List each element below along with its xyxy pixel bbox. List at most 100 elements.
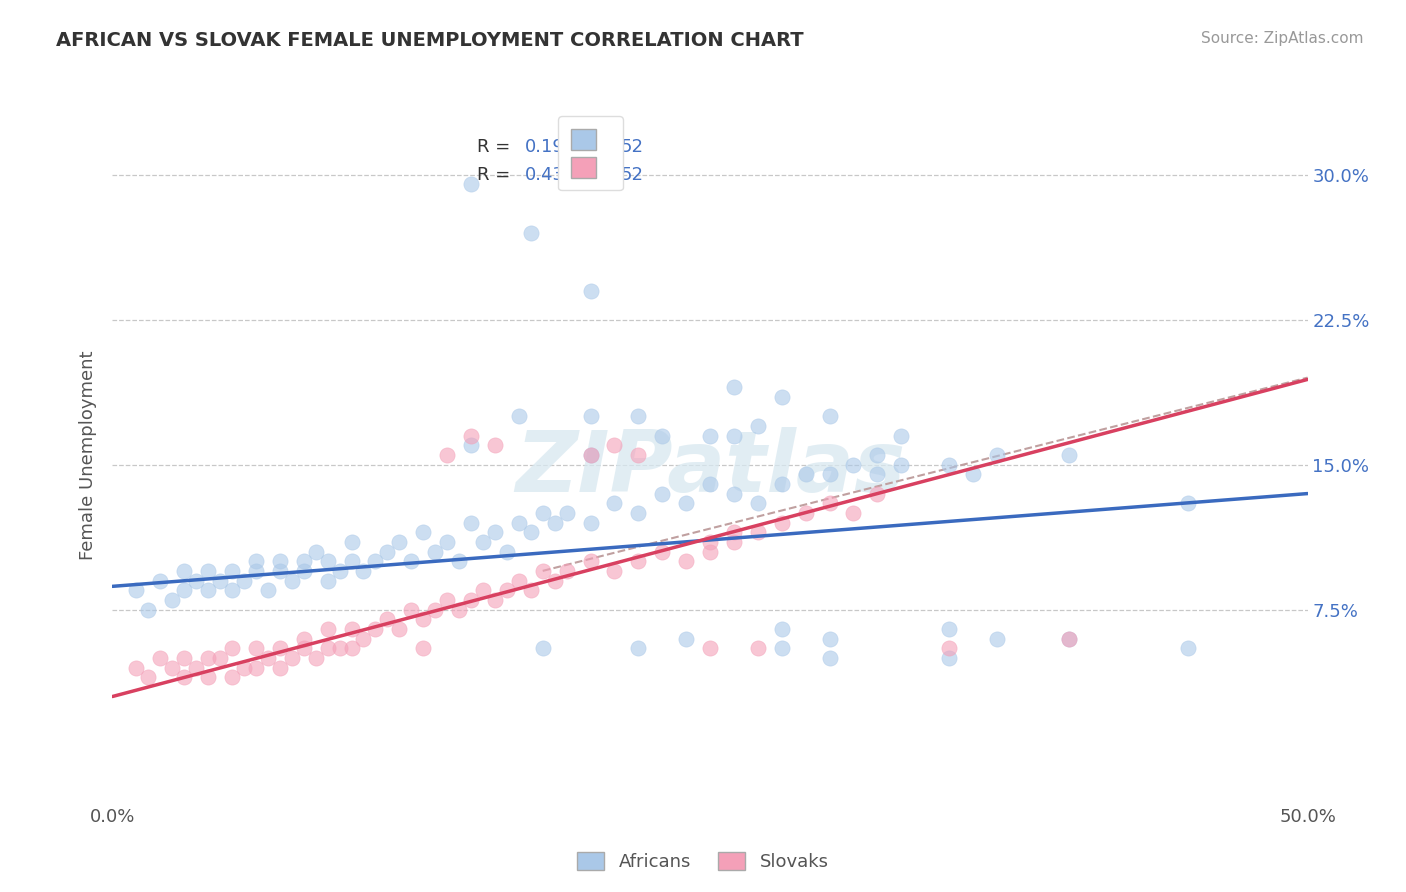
Point (401, 602, 423, 616)
Point (269, 564, 291, 578)
Point (520, 583, 543, 598)
Point (447, 554, 470, 568)
Point (818, 651, 841, 665)
Point (747, 496, 769, 510)
Point (699, 544, 721, 558)
Point (651, 428, 673, 442)
Point (603, 438, 626, 452)
Point (484, 525, 506, 540)
Text: Source: ZipAtlas.com: Source: ZipAtlas.com (1201, 31, 1364, 46)
Point (460, 438, 482, 452)
Point (555, 506, 578, 520)
Point (245, 564, 267, 578)
Point (292, 632, 315, 646)
Point (675, 554, 697, 568)
Point (292, 564, 315, 578)
Point (818, 632, 841, 646)
Text: ZIPatlas: ZIPatlas (515, 427, 905, 510)
Point (208, 574, 231, 588)
Point (543, 516, 565, 530)
Point (603, 564, 626, 578)
Text: N =: N = (585, 138, 624, 156)
Point (627, 554, 650, 568)
Point (377, 612, 399, 626)
Point (770, 516, 793, 530)
Point (986, 448, 1008, 462)
Point (173, 651, 195, 665)
Y-axis label: Female Unemployment: Female Unemployment (79, 351, 97, 559)
Point (149, 651, 172, 665)
Point (747, 641, 769, 656)
Point (579, 516, 602, 530)
Point (1057, 632, 1080, 646)
Point (138, 670, 160, 684)
Point (579, 448, 602, 462)
Point (938, 622, 960, 636)
Point (352, 632, 374, 646)
Point (603, 496, 626, 510)
Point (1177, 641, 1199, 656)
Point (938, 641, 960, 656)
Point (388, 535, 411, 549)
Point (866, 486, 889, 500)
Legend: , : , (558, 116, 623, 190)
Point (508, 574, 530, 588)
Point (531, 564, 554, 578)
Point (125, 660, 148, 674)
Point (770, 390, 793, 404)
Point (340, 622, 363, 636)
Point (818, 409, 841, 424)
Point (425, 544, 447, 558)
Point (699, 535, 721, 549)
Point (436, 535, 458, 549)
Point (173, 583, 195, 598)
Point (890, 458, 912, 472)
Point (269, 660, 291, 674)
Point (651, 544, 673, 558)
Point (770, 641, 793, 656)
Point (531, 506, 554, 520)
Point (436, 448, 458, 462)
Point (197, 564, 219, 578)
Point (938, 651, 960, 665)
Point (496, 544, 519, 558)
Point (472, 583, 495, 598)
Point (675, 632, 697, 646)
Point (425, 602, 447, 616)
Point (125, 583, 148, 598)
Point (401, 554, 423, 568)
Point (627, 409, 650, 424)
Point (579, 284, 602, 298)
Point (208, 651, 231, 665)
Point (232, 574, 256, 588)
Point (138, 602, 160, 616)
Point (484, 438, 506, 452)
Point (257, 583, 280, 598)
Point (281, 574, 304, 588)
Point (579, 554, 602, 568)
Point (197, 670, 219, 684)
Point (842, 506, 865, 520)
Point (747, 525, 769, 540)
Point (257, 651, 280, 665)
Point (245, 641, 267, 656)
Point (364, 622, 387, 636)
Point (221, 670, 243, 684)
Point (723, 486, 745, 500)
Point (938, 458, 960, 472)
Point (496, 583, 519, 598)
Point (699, 428, 721, 442)
Point (364, 554, 387, 568)
Point (162, 660, 183, 674)
Point (197, 583, 219, 598)
Point (520, 525, 543, 540)
Point (149, 574, 172, 588)
Point (269, 641, 291, 656)
Point (221, 583, 243, 598)
Point (866, 467, 889, 482)
Point (232, 660, 256, 674)
Point (579, 448, 602, 462)
Point (460, 178, 482, 192)
Point (269, 554, 291, 568)
Point (543, 574, 565, 588)
